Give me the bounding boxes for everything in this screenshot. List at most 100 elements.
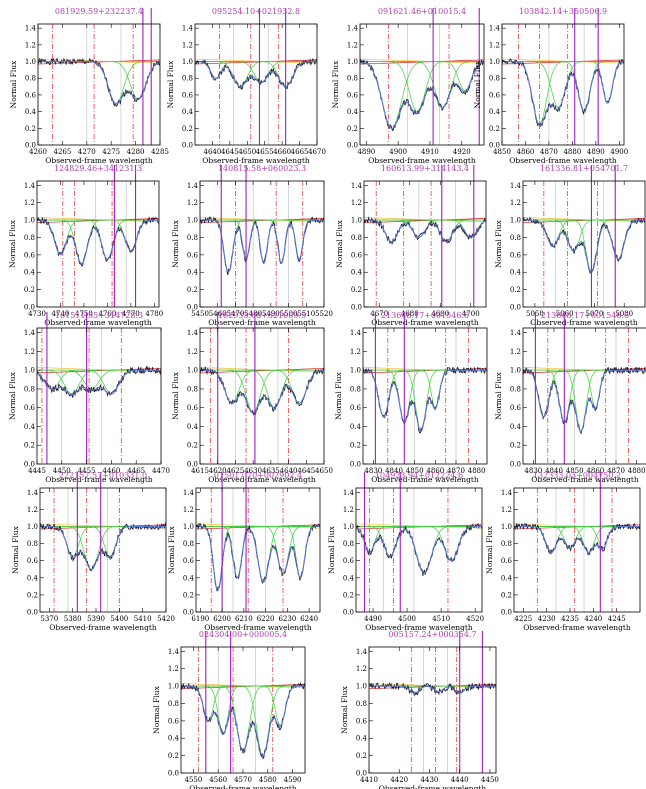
- y-axis-label: Normal Flux: [171, 371, 180, 419]
- y-tick-label: 0.2: [351, 286, 362, 294]
- x-tick-label: 4230: [538, 615, 556, 623]
- spectrum-panel: 4670 4680 4690 4700 0.0 0.2 0.4 0.6 0.8 1.0 1.2 1.4…: [335, 164, 487, 327]
- gaussian-component: [502, 61, 624, 112]
- x-tick-label: 4870: [607, 467, 625, 475]
- x-axis-label: Observed-frame wavelength: [379, 784, 487, 789]
- x-tick-label: 4550: [184, 776, 202, 784]
- y-tick-label: 0.8: [182, 75, 193, 83]
- plot-area: [195, 24, 317, 145]
- y-tick-label: 0.8: [356, 700, 367, 708]
- plot-area: [356, 488, 482, 612]
- plot-frame: [36, 180, 160, 308]
- y-tick-label: 1.4: [356, 648, 368, 656]
- x-tick-label: 4465: [127, 467, 145, 475]
- x-tick-label: 4830: [524, 467, 542, 475]
- plot-frame: [522, 180, 646, 308]
- x-tick-label: 4260: [29, 148, 47, 156]
- x-tick-label: 4630: [244, 467, 262, 475]
- x-tick-label: 4830: [364, 467, 382, 475]
- y-tick-label: 0.0: [182, 142, 193, 150]
- x-tick-label: 5390: [87, 615, 105, 623]
- x-tick-label: 4645: [297, 467, 315, 475]
- x-tick-label: 4860: [586, 467, 604, 475]
- plot-frame: [195, 487, 321, 613]
- plot-frame: [362, 327, 488, 465]
- x-tick-label: 6210: [235, 615, 253, 623]
- continuum-line: [523, 218, 645, 224]
- plot-frame: [359, 23, 485, 146]
- y-tick-label: 0.2: [24, 286, 35, 294]
- panel-title: 091621.46+010015.4: [378, 7, 466, 16]
- y-tick-label: 0.6: [183, 557, 195, 565]
- model-fit: [38, 61, 160, 105]
- y-tick-label: 0.4: [351, 269, 363, 277]
- gaussian-component: [196, 526, 320, 579]
- y-tick-label: 1.2: [24, 348, 35, 356]
- y-tick-label: 0.8: [489, 75, 500, 83]
- x-tick-label: 4740: [52, 310, 70, 318]
- x-axis-label: Observed-frame wavelength: [371, 318, 479, 327]
- y-tick-label: 0.2: [356, 752, 367, 760]
- continuum-line: [200, 218, 324, 224]
- y-tick-label: 0.0: [168, 770, 179, 778]
- gaussian-component: [360, 61, 484, 92]
- y-tick-label: 0.2: [343, 591, 354, 599]
- panel-title: 140815.58+060023.3: [218, 164, 306, 173]
- y-tick-label: 0.0: [510, 304, 521, 312]
- panel-title: 104923.94+012224.6: [375, 471, 463, 480]
- y-axis-label: Normal Flux: [11, 525, 20, 573]
- y-tick-label: 1.0: [350, 367, 361, 375]
- y-tick-label: 1.2: [501, 506, 512, 514]
- y-tick-label: 0.0: [510, 461, 521, 469]
- x-tick-label: 4440: [451, 776, 469, 784]
- continuum-line: [502, 58, 624, 64]
- y-tick-label: 0.0: [501, 609, 512, 617]
- x-tick-label: 5510: [297, 310, 315, 318]
- x-tick-label: 5520: [315, 310, 333, 318]
- x-tick-label: 4780: [145, 310, 163, 318]
- plot-frame: [513, 487, 641, 613]
- y-tick-label: 0.6: [343, 557, 355, 565]
- plot-area: [502, 24, 624, 145]
- continuum-line: [356, 523, 482, 529]
- y-tick-label: 0.6: [27, 557, 39, 565]
- x-tick-label: 4880: [468, 467, 486, 475]
- spectrum-panel: 5370 5380 5390 5400 5410 5420 0.0 0.2 0.4 0.6 0.8 1…: [11, 471, 175, 632]
- y-tick-label: 0.4: [27, 574, 39, 582]
- panel-title: 015017.70+002902.4: [214, 471, 302, 480]
- y-tick-label: 0.2: [168, 752, 179, 760]
- x-axis-label: Observed-frame wavelength: [208, 318, 316, 327]
- y-tick-label: 0.8: [183, 540, 194, 548]
- gaussian-component: [360, 61, 484, 108]
- observed-spectrum: [514, 522, 640, 556]
- x-tick-label: 4410: [360, 776, 378, 784]
- y-tick-label: 1.0: [24, 217, 35, 225]
- y-tick-label: 0.8: [168, 700, 179, 708]
- y-tick-label: 0.6: [347, 91, 359, 99]
- gaussian-component: [523, 369, 646, 409]
- spectrum-panel: 545054605470548054905500551055200.00.20.…: [171, 164, 333, 327]
- x-tick-label: 5480: [244, 310, 262, 318]
- gaussian-component: [37, 219, 159, 251]
- panel-title: 132333.03+004750.2: [533, 471, 621, 480]
- continuum-line: [523, 217, 645, 223]
- x-tick-label: 5450: [191, 310, 209, 318]
- continuum-line: [200, 367, 324, 374]
- x-tick-label: 5500: [280, 310, 298, 318]
- plot-frame: [36, 327, 162, 465]
- x-tick-label: 6240: [300, 615, 318, 623]
- x-tick-label: 4285: [151, 148, 169, 156]
- y-axis-label: Normal Flux: [8, 219, 17, 267]
- y-tick-label: 0.8: [343, 540, 354, 548]
- panel-title: 081929.59+232237.4: [55, 7, 143, 16]
- spectrum-panel: 4850 4860 4870 4880 4890 4900 0.0 0.2 0.4 0.6 0.8 1…: [473, 7, 628, 165]
- x-tick-label: 4235: [561, 615, 579, 623]
- y-tick-label: 0.2: [350, 442, 361, 450]
- y-tick-label: 1.2: [187, 199, 198, 207]
- continuum-line: [200, 217, 324, 223]
- y-axis-label: Normal Flux: [494, 371, 503, 419]
- y-tick-label: 0.6: [351, 251, 363, 259]
- plot-frame: [501, 23, 625, 146]
- y-tick-label: 0.8: [350, 385, 361, 393]
- y-tick-label: 0.6: [356, 717, 368, 725]
